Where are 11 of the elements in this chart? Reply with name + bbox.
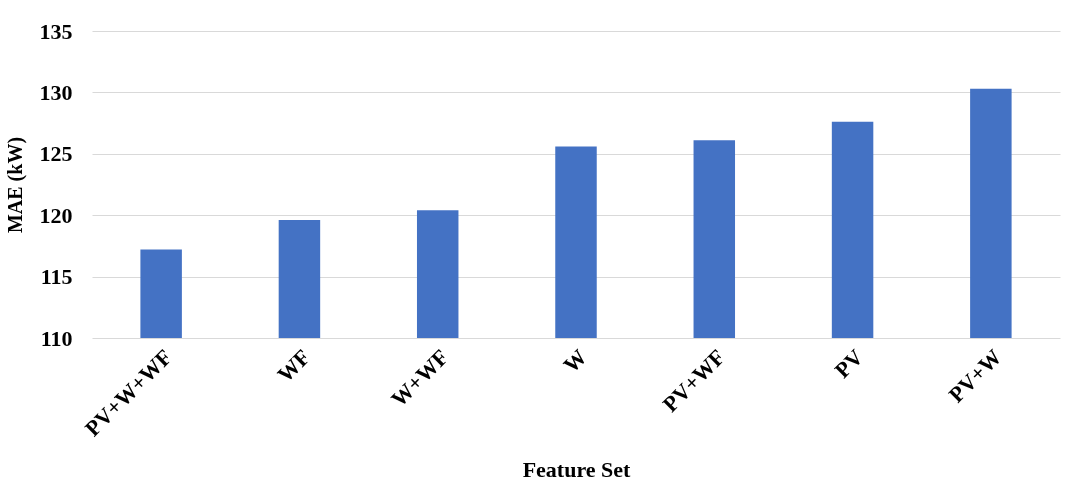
x-tick-label: WF (272, 344, 315, 388)
y-tick-label: 120 (39, 202, 73, 228)
y-tick-label: 135 (39, 18, 73, 44)
y-tick-label: 130 (39, 79, 73, 105)
y-axis-title: MAE (kW) (3, 136, 27, 234)
y-tick-label: 125 (39, 141, 73, 167)
y-tick-label: 115 (40, 264, 73, 290)
y-tick-label: 110 (40, 325, 73, 351)
x-axis-title: Feature Set (522, 457, 632, 483)
x-tick-label: PV (829, 344, 869, 383)
x-tick-label: W (558, 344, 592, 378)
